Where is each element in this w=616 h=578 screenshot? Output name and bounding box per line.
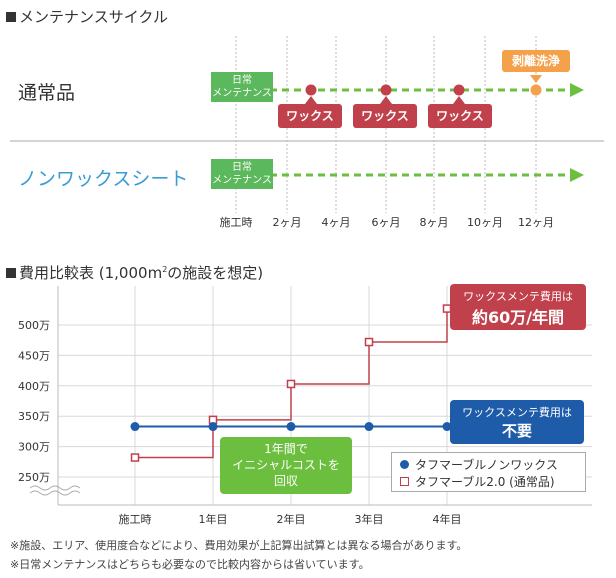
wax-event-dot-3: [453, 84, 465, 96]
y-tick-label: 400万: [18, 380, 50, 393]
strip-pointer: [530, 75, 542, 83]
x-tick-label: 1年目: [199, 512, 228, 526]
timeline-label-2: 2ヶ月: [272, 216, 302, 229]
payback-callout: 1年間で イニシャルコストを 回収: [220, 437, 352, 494]
timeline-label-0: 施工時: [219, 216, 253, 229]
wax-pointer-2: [380, 96, 392, 104]
wax-event-dot-1: [305, 84, 317, 96]
daily-maintenance-box-2: 日常 メンテナンス: [211, 159, 273, 189]
x-tick-label: 3年目: [355, 512, 384, 526]
timeline-label-12: 12ヶ月: [518, 216, 554, 229]
wax-pointer-1: [305, 96, 317, 104]
wax-event-label-1: ワックス: [278, 104, 342, 128]
row1-arrow-head: [570, 83, 584, 97]
series-standard-point: [130, 453, 140, 462]
wax-event-dot-2: [380, 84, 392, 96]
series-nonwax-point: [208, 422, 218, 432]
wax-event-label-3: ワックス: [428, 104, 492, 128]
wax-pointer-3: [453, 96, 465, 104]
y-tick-label: 500万: [18, 319, 50, 332]
axis-break-mark: [29, 485, 81, 491]
x-tick-label: 4年目: [433, 512, 462, 526]
x-tick-label: 2年目: [277, 512, 306, 526]
timeline-label-4: 4ヶ月: [321, 216, 351, 229]
series-nonwax-point: [286, 422, 296, 432]
y-tick-label: 300万: [18, 441, 50, 454]
maintenance-section-title: メンテナンスサイクル: [6, 6, 168, 27]
series-nonwax-point: [364, 422, 374, 432]
y-tick-label: 350万: [18, 410, 50, 423]
wax-event-label-2: ワックス: [353, 104, 417, 128]
row-label-standard: 通常品: [18, 82, 76, 104]
legend-item-nonwax: タフマーブルノンワックス: [400, 456, 558, 473]
square-bullet-icon: [6, 12, 16, 22]
row2-arrow-head: [570, 168, 584, 182]
wax-cost-callout: ワックスメンテ費用は 約60万/年間: [450, 284, 586, 330]
circle-marker-icon: [400, 460, 409, 469]
x-tick-label: 施工時: [119, 513, 152, 526]
cost-section-title: 費用比較表 (1,000m2の施設を想定): [6, 262, 263, 283]
strip-clean-label: 剥離洗浄: [502, 50, 570, 72]
series-nonwax-point: [442, 422, 452, 432]
square-marker-icon: [400, 477, 409, 486]
square-bullet-icon: [6, 268, 16, 278]
series-nonwax-point: [130, 422, 140, 432]
axis-break-mark: [29, 490, 81, 496]
legend-item-standard: タフマーブル2.0 (通常品): [400, 473, 555, 490]
no-wax-cost-callout: ワックスメンテ費用は 不要: [450, 400, 584, 444]
strip-event-dot: [530, 84, 542, 96]
y-tick-label: 450万: [18, 349, 50, 362]
row-label-nonwax: ノンワックスシート: [18, 168, 189, 190]
footnote-2: ※日常メンテナンスはどちらも必要なので比較内容からは省いています。: [10, 558, 370, 571]
timeline-label-10: 10ヶ月: [467, 216, 503, 229]
footnote-1: ※施設、エリア、使用度合などにより、費用効果が上記算出試算とは異なる場合がありま…: [10, 539, 468, 552]
series-standard-point: [364, 337, 374, 347]
daily-maintenance-box-1: 日常 メンテナンス: [211, 72, 273, 102]
timeline-label-8: 8ヶ月: [419, 216, 449, 229]
y-tick-label: 250万: [18, 471, 50, 484]
timeline-label-6: 6ヶ月: [371, 216, 401, 229]
chart-legend: タフマーブルノンワックス タフマーブル2.0 (通常品): [391, 452, 586, 492]
series-standard-point: [286, 379, 296, 389]
